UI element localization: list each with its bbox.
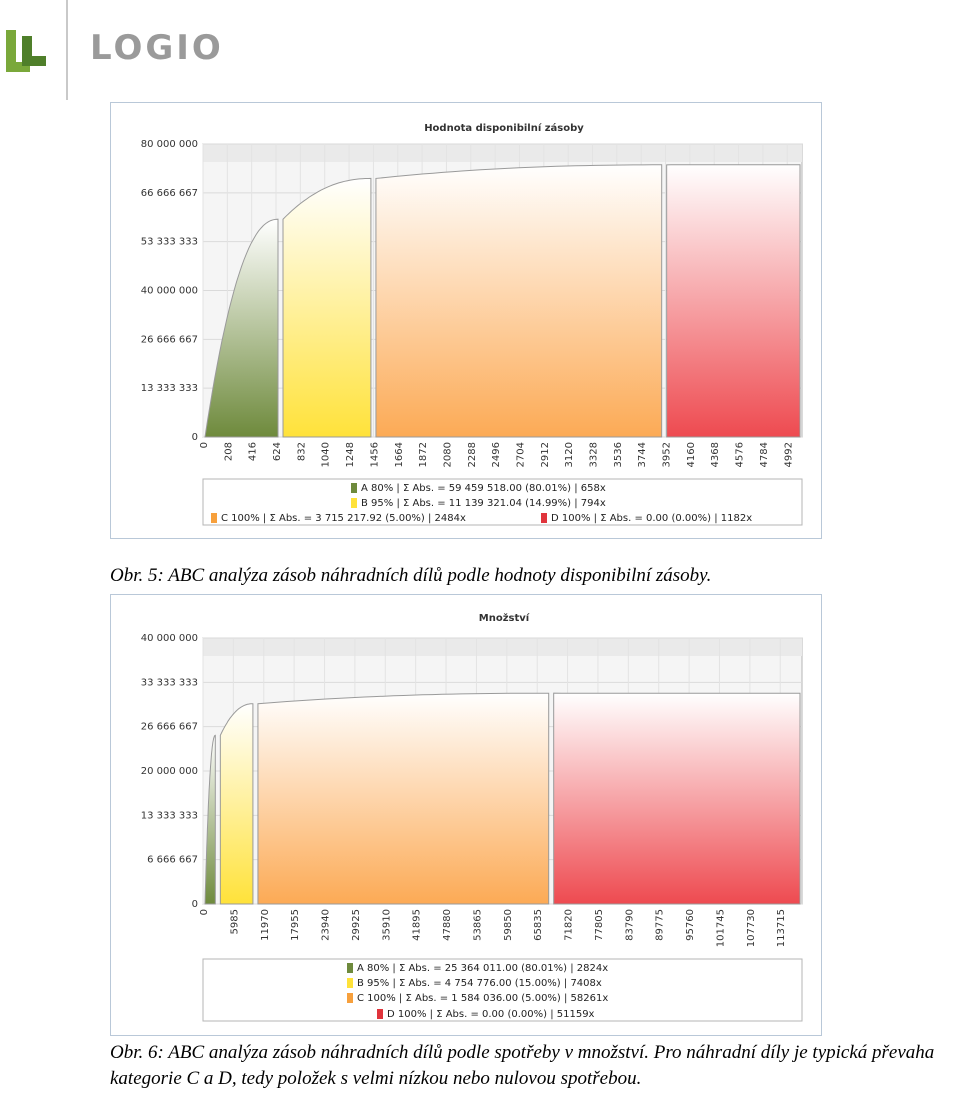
y-tick-label: 20 000 000 — [141, 766, 198, 777]
x-tick-label: 95760 — [685, 909, 696, 941]
legend-entry: B 95% | Σ Abs. = 4 754 776.00 (15.00%) |… — [357, 978, 602, 989]
x-tick-label: 0 — [199, 909, 210, 915]
y-tick-label: 26 666 667 — [141, 334, 198, 345]
legend-marker — [377, 1009, 383, 1019]
chart-title: Množství — [479, 612, 530, 624]
legend-box — [202, 958, 803, 1022]
x-tick-label: 3744 — [637, 442, 648, 467]
x-tick-label: 4160 — [686, 442, 697, 467]
x-tick-label: 2912 — [540, 442, 551, 467]
x-tick-label: 0 — [199, 442, 210, 448]
series-area-b — [219, 703, 254, 905]
x-tick-label: 35910 — [381, 909, 392, 941]
x-tick-label: 77805 — [594, 909, 605, 941]
x-tick-label: 83790 — [624, 909, 635, 941]
x-tick-label: 1664 — [394, 442, 405, 467]
legend-marker — [351, 483, 357, 493]
x-tick-label: 101745 — [715, 909, 726, 947]
plot-top-band — [203, 144, 802, 162]
legend-entry: B 95% | Σ Abs. = 11 139 321.04 (14.99%) … — [361, 498, 606, 509]
legend-box — [202, 478, 803, 526]
x-tick-label: 3120 — [564, 442, 575, 467]
y-tick-label: 6 666 667 — [147, 855, 198, 866]
legend-marker — [347, 993, 353, 1003]
x-tick-label: 23940 — [321, 909, 332, 941]
x-tick-label: 29925 — [351, 909, 362, 941]
y-tick-label: 40 000 000 — [141, 633, 198, 644]
x-tick-label: 71820 — [564, 909, 575, 941]
x-tick-label: 17955 — [290, 909, 301, 941]
legend-entry: D 100% | Σ Abs. = 0.00 (0.00%) | 51159x — [387, 1009, 595, 1020]
y-tick-label: 53 333 333 — [141, 237, 198, 248]
chart-panel-quantity: Množství 0 6 666 667 13 333 333 20 000 000 26… — [110, 594, 822, 1036]
x-tick-label: 208 — [223, 442, 234, 461]
series-area-a — [204, 218, 279, 438]
plot-top-band — [203, 638, 802, 656]
x-tick-label: 3328 — [589, 442, 600, 467]
x-tick-label: 4992 — [783, 442, 794, 467]
chart-title: Hodnota disponibilní zásoby — [424, 122, 584, 134]
logo-text: LOGIO — [90, 28, 224, 68]
legend-entry: A 80% | Σ Abs. = 59 459 518.00 (80.01%) … — [361, 483, 606, 494]
x-tick-label: 113715 — [776, 909, 787, 947]
y-tick-label: 66 666 667 — [141, 188, 198, 199]
x-tick-label: 2080 — [442, 442, 453, 467]
x-tick-label: 1248 — [345, 442, 356, 467]
x-tick-label: 416 — [248, 442, 259, 461]
x-tick-label: 1456 — [369, 442, 380, 467]
y-tick-label: 0 — [192, 899, 198, 910]
x-tick-label: 4784 — [759, 442, 770, 467]
legend-entry: D 100% | Σ Abs. = 0.00 (0.00%) | 1182x — [551, 513, 752, 524]
x-tick-label: 47880 — [442, 909, 453, 941]
logio-logo: LOGIO — [0, 0, 240, 100]
x-tick-label: 624 — [272, 442, 283, 461]
x-tick-label: 107730 — [746, 909, 757, 947]
logio-mark-icon — [6, 30, 46, 72]
figure-caption-6: Obr. 6: ABC analýza zásob náhradních díl… — [110, 1042, 935, 1089]
y-tick-label: 0 — [192, 432, 198, 443]
chart-value-svg: Hodnota disponibilní zásoby 0 13 333 333 26… — [141, 122, 803, 526]
x-tick-label: 2704 — [515, 442, 526, 467]
legend-marker — [347, 963, 353, 973]
y-tick-label: 13 333 333 — [141, 810, 198, 821]
series-area-d — [666, 164, 801, 438]
x-tick-label: 3952 — [662, 442, 673, 467]
x-tick-label: 1872 — [418, 442, 429, 467]
legend-entry: A 80% | Σ Abs. = 25 364 011.00 (80.01%) … — [357, 963, 608, 974]
x-tick-label: 11970 — [260, 909, 271, 941]
x-tick-label: 89775 — [655, 909, 666, 941]
x-tick-label: 65835 — [533, 909, 544, 941]
series-area-b — [282, 177, 372, 438]
legend-entry: C 100% | Σ Abs. = 3 715 217.92 (5.00%) |… — [221, 513, 466, 524]
legend-marker — [211, 513, 217, 523]
series-area-a — [204, 734, 216, 905]
chart-panel-value: Hodnota disponibilní zásoby 0 13 333 333 26… — [110, 102, 822, 539]
y-tick-label: 13 333 333 — [141, 383, 198, 394]
series-area-c — [257, 692, 550, 905]
figure-caption-5: Obr. 5: ABC analýza zásob náhradních díl… — [110, 565, 712, 586]
x-tick-label: 41895 — [412, 909, 423, 941]
x-tick-label: 832 — [296, 442, 307, 461]
x-tick-label: 53865 — [472, 909, 483, 941]
x-tick-label: 1040 — [321, 442, 332, 467]
logo-divider — [66, 0, 68, 100]
legend-entry: C 100% | Σ Abs. = 1 584 036.00 (5.00%) |… — [357, 993, 608, 1004]
chart-quantity-svg: Množství 0 6 666 667 13 333 333 20 000 000 26… — [141, 612, 803, 1022]
legend-marker — [347, 978, 353, 988]
y-tick-label: 40 000 000 — [141, 286, 198, 297]
y-tick-label: 80 000 000 — [141, 139, 198, 150]
x-tick-label: 3536 — [613, 442, 624, 467]
series-area-d — [553, 692, 801, 905]
x-tick-label: 5985 — [229, 909, 240, 934]
y-tick-label: 33 333 333 — [141, 677, 198, 688]
x-tick-label: 2288 — [467, 442, 478, 467]
legend-marker — [541, 513, 547, 523]
x-tick-label: 59850 — [503, 909, 514, 941]
x-tick-label: 4576 — [735, 442, 746, 467]
legend-marker — [351, 498, 357, 508]
x-tick-label: 4368 — [710, 442, 721, 467]
y-tick-label: 26 666 667 — [141, 722, 198, 733]
x-tick-label: 2496 — [491, 442, 502, 467]
series-area-c — [375, 164, 663, 438]
